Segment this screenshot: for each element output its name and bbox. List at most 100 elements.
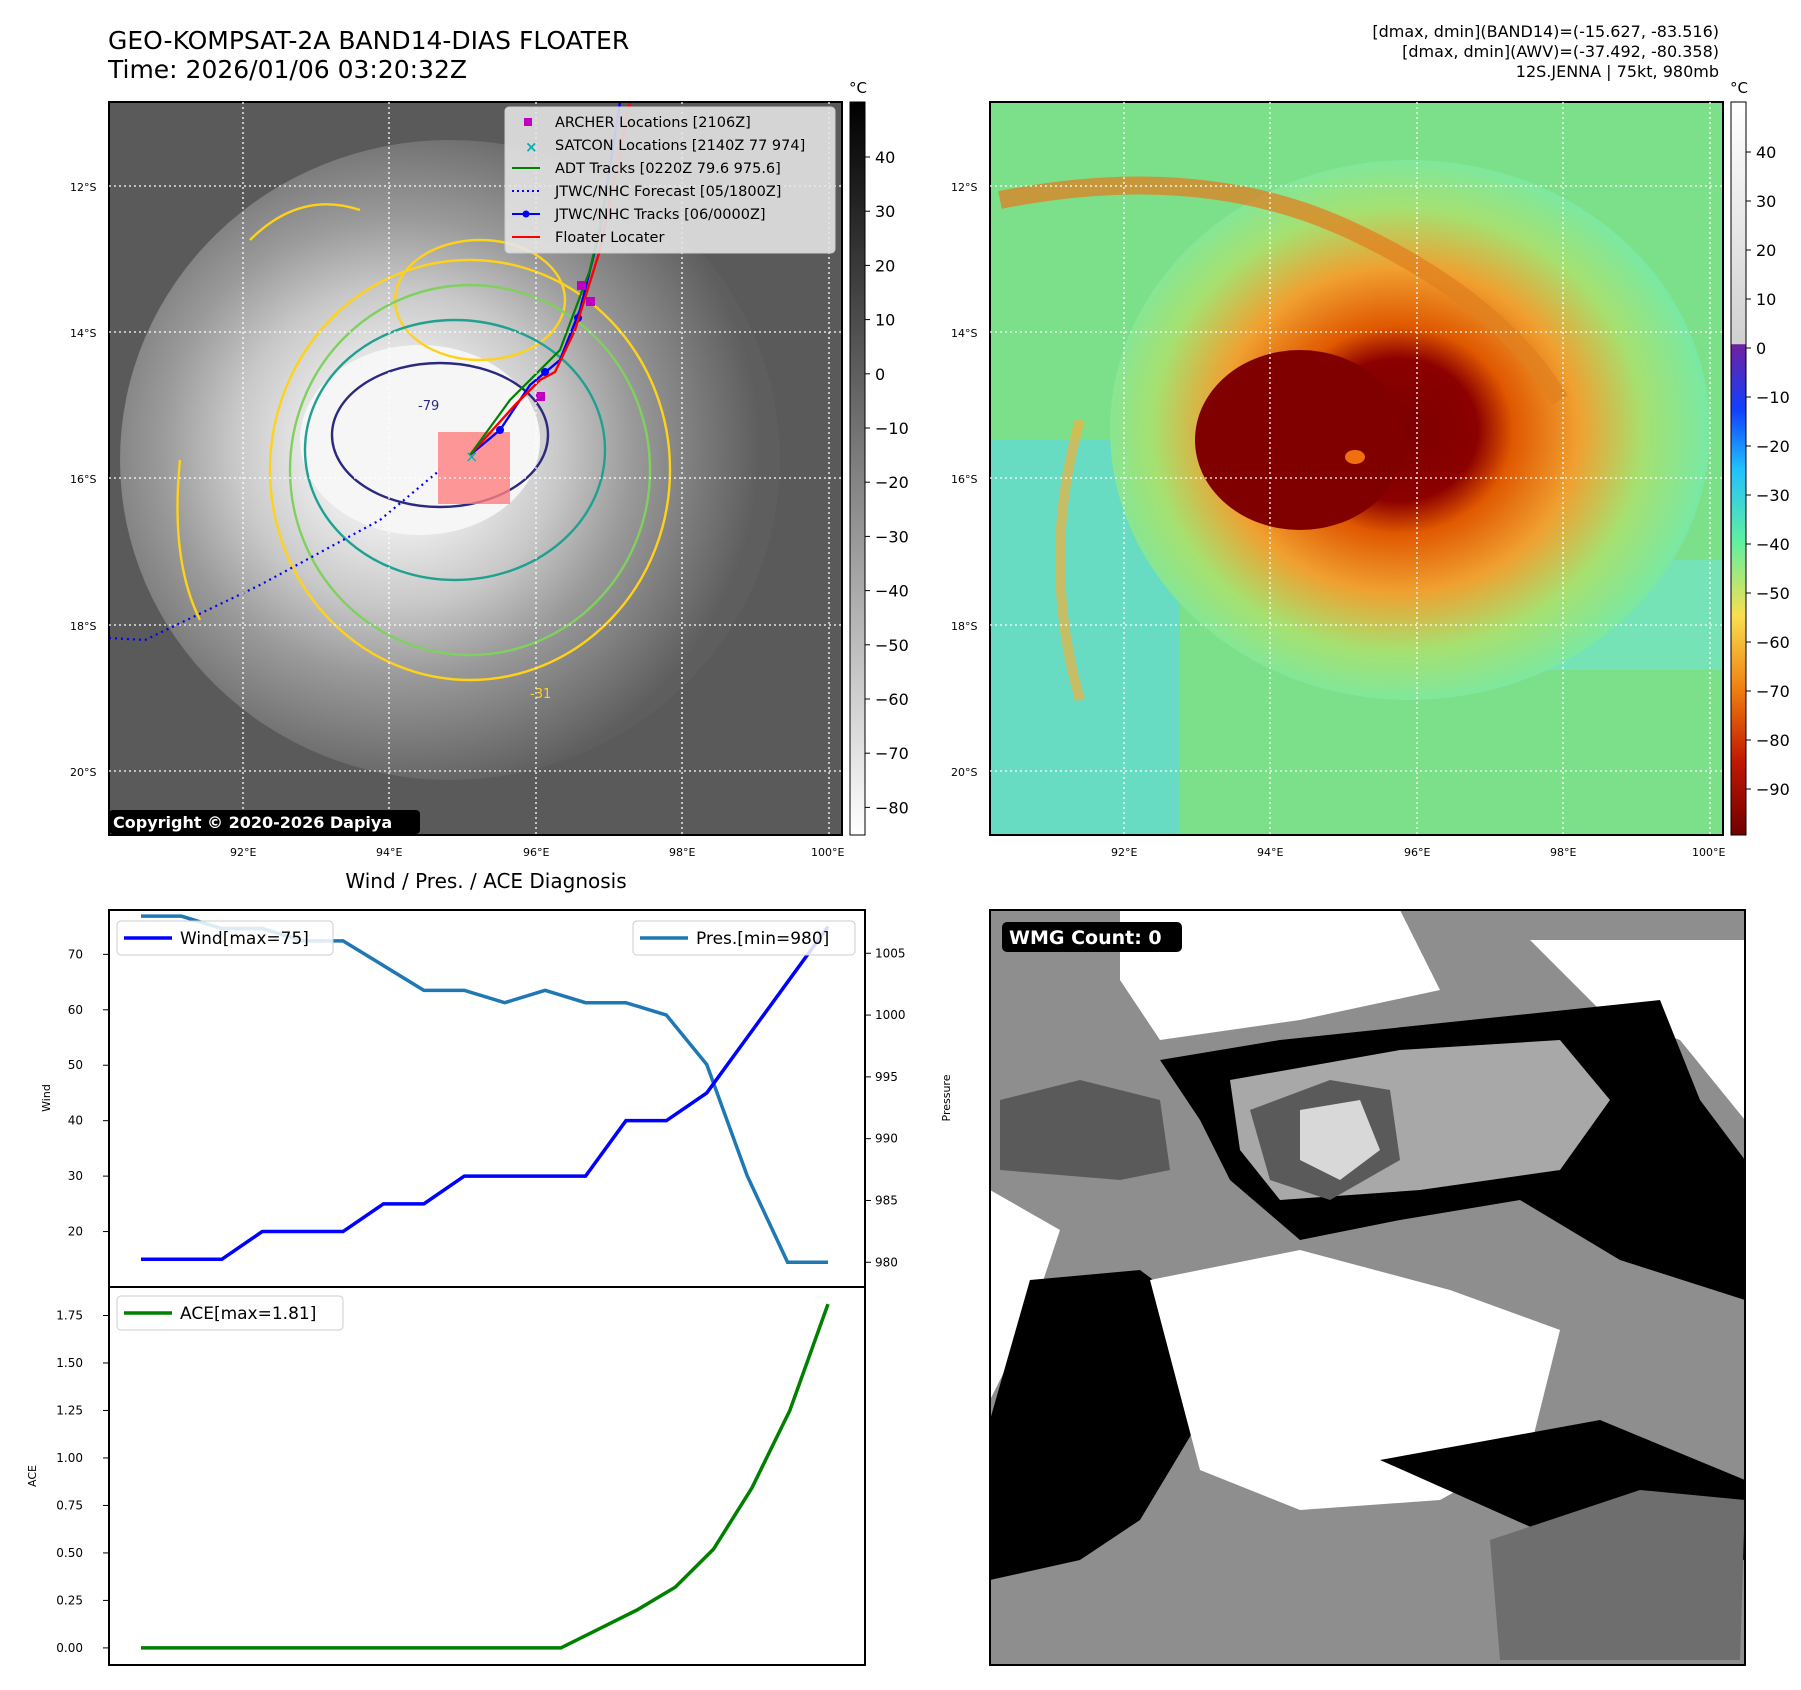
ace-tick-label: 1.50 [56,1356,83,1370]
ir-lat-16: 16°S [70,473,96,486]
info-line3: 12S.JENNA | 75kt, 980mb [1515,62,1719,81]
awv-axis-labels: 12°S 14°S 16°S 18°S 20°S 92°E 94°E 96°E … [951,181,1725,859]
ir-panel: -79 -31 × 12°S 14°S 16°S 18°S 20°S 92°E … [70,79,909,859]
colorbar-tick-label: −80 [1756,731,1790,750]
ace-tick-label: 0.00 [56,1641,83,1655]
ace-tick-label: 1.75 [56,1308,83,1322]
ir-lon-98: 98°E [669,846,695,859]
colorbar-tick-label: 40 [1756,143,1776,162]
ir-lat-20: 20°S [70,766,96,779]
archer-point [586,297,595,306]
ir-gridlines [109,102,842,835]
wind-tick-label: 60 [68,1003,83,1017]
wind-legend-box [116,920,334,956]
ace-legend: ACE[max=1.81] [116,1295,344,1331]
colorbar-tick-label: 0 [875,365,885,384]
awv-gridlines [990,102,1723,835]
pressure-line [141,914,828,1265]
contour-label-79: -79 [418,399,439,414]
pressure-tick-label: 995 [875,1070,898,1084]
title-line1: GEO-KOMPSAT-2A BAND14-DIAS FLOATER [108,26,630,55]
pressure-tick-label: 985 [875,1193,898,1207]
ir-colorbar-bar [849,101,866,836]
legend-satcon-icon: × [525,138,538,156]
diagnosis-panel: Wind / Pres. / ACE Diagnosis Wind Pressu… [26,869,953,1666]
pressure-tick-label: 990 [875,1132,898,1146]
ace-tick-label: 1.25 [56,1403,83,1417]
colorbar-tick-label: 20 [875,256,895,275]
contour-band-north [249,203,361,241]
awv-lon-100: 100°E [1692,846,1725,859]
colorbar-tick-label: −80 [875,798,909,817]
colorbar-tick-label: −40 [1756,535,1790,554]
wind-line [141,925,830,1262]
ace-legend-box [116,1295,344,1331]
contour-yellow-north [393,238,567,362]
pressure-tick-label: 980 [875,1255,898,1269]
colorbar-tick-label: −50 [1756,584,1790,603]
awv-colorbar-ticks: 40 30 20 10 0 −10 −20 −30 −40 −50 −60 −70 −80 −90 [1746,143,1790,799]
awv-spiral-band [998,176,1568,405]
ace-axis-label: ACE [26,1465,39,1487]
diagnosis-ticks: 20 30 40 50 60 70 980 985 990 995 1000 1005 0.00 0.25… [56,946,905,1655]
awv-lat-14: 14°S [951,327,977,340]
colorbar-tick-label: −60 [875,690,909,709]
legend-floater-label: Floater Locater [555,230,664,246]
wmg-frame [989,909,1746,1666]
awv-cyclone [1110,160,1710,700]
legend-satcon-label: SATCON Locations [2140Z 77 974] [555,138,805,154]
wmg-light-center [1300,1100,1380,1180]
colorbar-tick-label: −60 [1756,633,1790,652]
ir-lon-92: 92°E [230,846,256,859]
info-line1: [dmax, dmin](BAND14)=(-15.627, -83.516) [1372,22,1719,41]
ir-lat-18: 18°S [70,620,96,633]
legend-tracks-dot [522,210,530,218]
colorbar-tick-label: −20 [1756,437,1790,456]
storm-info: [dmax, dmin](BAND14)=(-15.627, -83.516) … [1372,22,1719,82]
colorbar-tick-label: −70 [1756,682,1790,701]
awv-lat-18: 18°S [951,620,977,633]
wind-tick-label: 30 [68,1169,83,1183]
floater-box [438,432,510,504]
copyright-box [109,810,420,834]
ir-lat-14: 14°S [70,327,96,340]
wmg-white-west [990,1190,1060,1400]
ace-tick-label: 0.50 [56,1546,83,1560]
pressure-legend-label: Pres.[min=980] [696,929,829,949]
wind-axis-label: Wind [40,1084,53,1112]
colorbar-tick-label: 30 [1756,192,1776,211]
legend-tracks-label: JTWC/NHC Tracks [06/0000Z] [554,207,766,223]
ace-tick-label: 1.00 [56,1451,83,1465]
ace-tick-label: 0.25 [56,1593,83,1607]
wind-legend-label: Wind[max=75] [180,929,309,949]
pressure-tick-label: 1000 [875,1008,906,1022]
ir-lat-12: 12°S [70,181,96,194]
info-line2: [dmax, dmin](AWV)=(-37.492, -80.358) [1402,42,1719,61]
contour-teal [303,318,607,582]
wind-pres-frame [108,909,866,1288]
archer-point [577,281,586,290]
wmg-white-northeast [1530,940,1745,1120]
wmg-count-box [1002,922,1182,952]
pressure-axis-label: Pressure [940,1074,953,1121]
colorbar-tick-label: −30 [1756,486,1790,505]
awv-lon-96: 96°E [1404,846,1430,859]
ir-colorbar-ticks: 40 30 20 10 0 −10 −20 −30 −40 −50 −60 −70 −80 [865,148,909,817]
awv-frame [989,101,1724,836]
satcon-point: × [465,447,478,466]
colorbar-tick-label: −20 [875,473,909,492]
legend-archer-label: ARCHER Locations [2106Z] [555,115,751,131]
ir-colorbar: °C 40 30 20 10 0 −10 −20 −30 −40 −50 −60 −70 −80 [849,79,909,836]
colorbar-tick-label: −30 [875,527,909,546]
awv-lat-12: 12°S [951,181,977,194]
colorbar-tick-label: −40 [875,582,909,601]
colorbar-tick-label: 0 [1756,339,1766,358]
awv-colorbar-bar [1730,101,1747,836]
wmg-dark-southeast [1490,1490,1745,1660]
awv-eye [1345,450,1365,464]
pressure-legend: Pres.[min=980] [632,920,856,956]
diagnosis-title: Wind / Pres. / ACE Diagnosis [345,869,626,893]
colorbar-tick-label: 40 [875,148,895,167]
wind-tick-label: 50 [68,1058,83,1072]
